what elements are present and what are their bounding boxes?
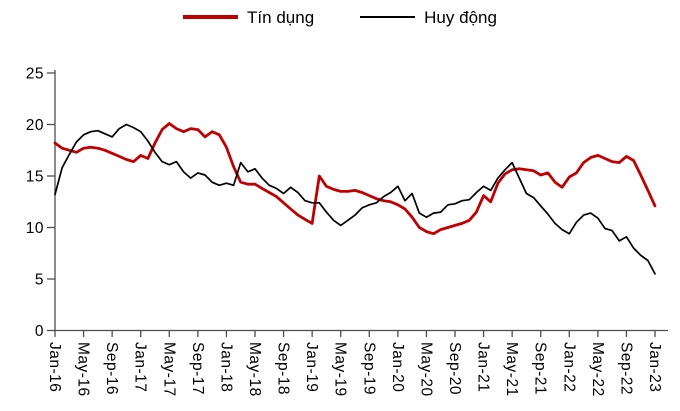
x-tick-label: Jan-23 [646, 342, 663, 392]
legend-item-huy-dong: Huy động [360, 9, 497, 26]
series-line-huy-dong [54, 123, 656, 275]
x-tick-label: Sep-18 [275, 342, 292, 395]
x-tick-label: Jan-18 [217, 342, 234, 392]
y-tick-label: 25 [26, 66, 44, 83]
legend-swatch-huy-dong [360, 16, 416, 18]
x-tick-label: May-22 [589, 342, 606, 397]
x-tick-label: Jan-20 [389, 342, 406, 392]
x-tick-label: May-21 [503, 342, 520, 397]
x-tick-label: May-17 [160, 342, 177, 397]
series-line-tin-dung [53, 122, 657, 236]
x-tick-label: Jan-21 [475, 342, 492, 392]
chart-legend: Tín dụng Huy động [0, 0, 680, 30]
y-tick-label: 20 [26, 117, 44, 134]
line-chart: 0 5 10 15 20 25 Jan-16 May-16 Sep-16 Jan-17 May-17… [26, 66, 668, 397]
x-tick-label: Jan-22 [560, 342, 577, 392]
x-tick-label: Sep-16 [103, 342, 120, 395]
x-tick-label: Jan-17 [132, 342, 149, 392]
x-tick-label: Sep-20 [446, 342, 463, 395]
y-tick-label: 5 [35, 272, 44, 289]
y-tick-label: 10 [26, 220, 44, 237]
x-tick-label: May-16 [75, 342, 92, 397]
x-tick-label: Sep-21 [532, 342, 549, 395]
x-tick-label: Jan-19 [303, 342, 320, 392]
y-tick-label: 15 [26, 169, 44, 186]
legend-label-huy-dong: Huy động [424, 7, 497, 27]
y-tick-label: 0 [35, 323, 44, 340]
legend-swatch-tin-dung [183, 15, 239, 19]
legend-item-tin-dung: Tín dụng [183, 9, 314, 26]
x-tick-label: Sep-22 [617, 342, 634, 395]
legend-label-tin-dung: Tín dụng [247, 7, 315, 27]
x-tick-label: May-20 [417, 342, 434, 397]
x-tick-label: Sep-19 [360, 342, 377, 395]
x-tick-label: Jan-16 [46, 342, 63, 392]
x-tick-label: May-18 [246, 342, 263, 397]
x-tick-label: May-19 [332, 342, 349, 397]
x-tick-label: Sep-17 [189, 342, 206, 395]
